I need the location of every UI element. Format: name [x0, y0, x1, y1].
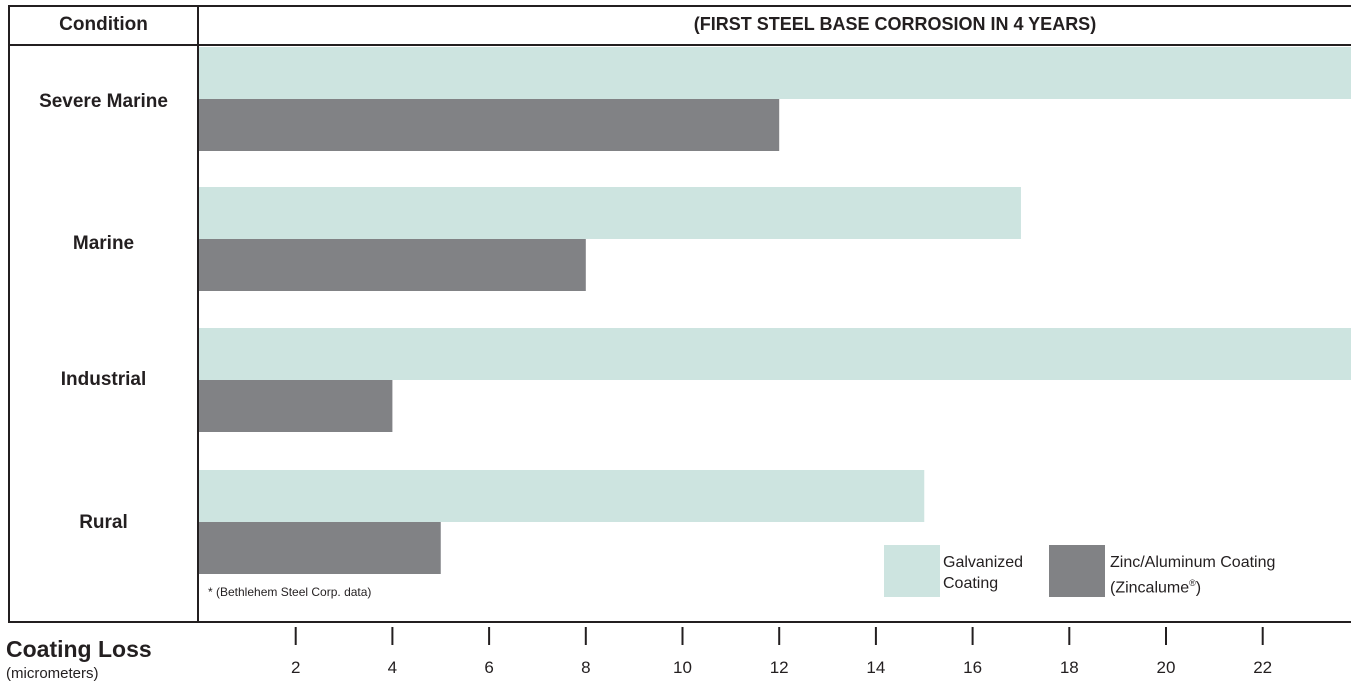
x-tick-label-22: 22: [1253, 658, 1273, 677]
category-label-marine: Marine: [72, 233, 135, 254]
chart-frame: [8, 5, 1351, 623]
x-tick-label-12: 12: [769, 658, 789, 677]
x-tick-label-8: 8: [581, 658, 591, 677]
x-tick-label-14: 14: [866, 658, 886, 677]
x-tick-label-4: 4: [387, 658, 398, 677]
bar-marine-galvanized: [199, 187, 1021, 239]
legend-label-zincalume: Zinc/Aluminum Coating (Zincalume®): [1110, 552, 1275, 598]
x-tick-label-10: 10: [673, 658, 692, 677]
x-axis-unit: (micrometers): [6, 665, 99, 682]
legend-swatch-galvanized: [884, 545, 940, 597]
registered-mark: ®: [1189, 578, 1196, 588]
bar-rural-zincalume: [199, 522, 441, 574]
legend-zincalume-close: ): [1195, 579, 1202, 597]
condition-column-header: Condition: [59, 13, 148, 35]
legend-zincalume-text: (Zincalume: [1110, 579, 1190, 597]
x-tick-label-2: 2: [290, 658, 301, 677]
bar-rural-galvanized: [199, 470, 925, 522]
category-label-industrial: Industrial: [60, 369, 147, 390]
bar-marine-zincalume: [199, 239, 586, 291]
legend-galvanized-line2: Coating: [943, 575, 999, 592]
legend-zincalume-line1: Zinc/Aluminum Coating: [1110, 554, 1276, 571]
column-divider: [197, 5, 199, 623]
legend-swatch-zincalume: [1049, 545, 1105, 597]
bar-severe-marine-zincalume: [199, 99, 780, 151]
footnote: * (Bethlehem Steel Corp. data): [208, 585, 372, 599]
x-axis-title: Coating Loss: [6, 636, 152, 662]
legend-galvanized-line1: Galvanized: [943, 554, 1024, 571]
x-tick-label-6: 6: [484, 658, 494, 677]
bar-industrial-galvanized: [199, 328, 1351, 380]
legend-label-galvanized: Galvanized Coating: [943, 552, 1023, 594]
legend-zincalume-line2: (Zincalume®): [1110, 573, 1275, 598]
category-label-severe-marine: Severe Marine: [39, 91, 168, 112]
x-tick-label-16: 16: [963, 658, 983, 677]
bar-severe-marine-galvanized: [199, 47, 1351, 99]
category-label-rural: Rural: [79, 512, 128, 533]
chart-title: (FIRST STEEL BASE CORROSION IN 4 YEARS): [693, 14, 1097, 34]
bar-industrial-zincalume: [199, 380, 393, 432]
x-tick-label-20: 20: [1156, 658, 1176, 677]
header-rule: [8, 44, 1351, 46]
x-tick-label-18: 18: [1059, 658, 1079, 677]
